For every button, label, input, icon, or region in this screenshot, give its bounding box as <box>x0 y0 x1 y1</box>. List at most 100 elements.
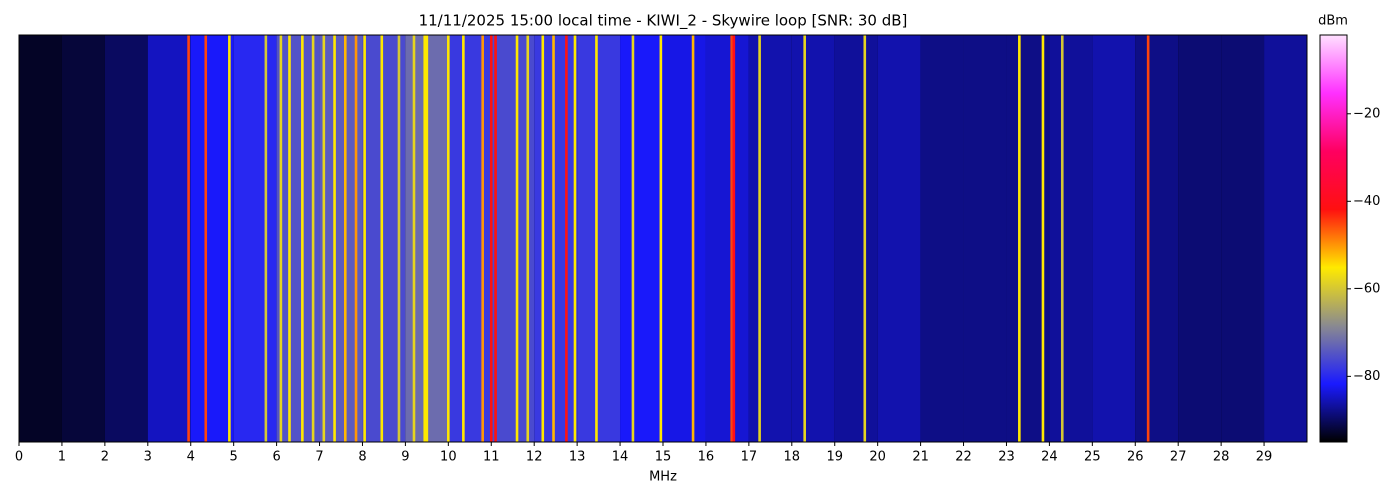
signal-trace <box>228 35 231 442</box>
chart-title: 11/11/2025 15:00 local time - KIWI_2 - S… <box>419 12 908 31</box>
signal-trace <box>301 35 304 442</box>
signal-trace <box>412 35 416 442</box>
noise-band <box>233 35 277 442</box>
colorbar <box>1319 34 1348 443</box>
x-tick-label: 16 <box>698 450 715 465</box>
signal-trace <box>573 35 577 442</box>
x-tick-label: 17 <box>741 450 758 465</box>
x-tick-label: 8 <box>358 450 366 465</box>
x-tick-label: 9 <box>401 450 409 465</box>
signal-trace <box>1060 35 1064 442</box>
signal-trace <box>481 35 484 442</box>
signal-trace <box>279 35 283 442</box>
noise-band <box>620 35 663 442</box>
x-tick-label: 11 <box>483 450 500 465</box>
signal-trace <box>494 35 497 442</box>
x-tick-label: 20 <box>869 450 886 465</box>
noise-band <box>1178 35 1222 442</box>
signal-trace <box>803 35 806 442</box>
noise-band <box>663 35 706 442</box>
x-axis-label: MHz <box>649 470 677 485</box>
colorbar-tick-label: −60 <box>1353 281 1380 296</box>
x-tick-label: 18 <box>784 450 801 465</box>
signal-trace <box>397 35 401 442</box>
signal-trace <box>863 35 867 442</box>
x-tick-label: 10 <box>440 450 457 465</box>
signal-trace <box>354 35 358 442</box>
x-tick-label: 1 <box>58 450 66 465</box>
signal-trace <box>758 35 761 442</box>
x-tick-label: 28 <box>1213 450 1230 465</box>
noise-band <box>877 35 921 442</box>
noise-band <box>705 35 749 442</box>
noise-band <box>19 35 62 442</box>
x-tick-label: 4 <box>187 450 195 465</box>
x-tick-label: 7 <box>315 450 323 465</box>
signal-trace <box>691 35 695 442</box>
x-tick-label: 5 <box>230 450 238 465</box>
noise-band <box>190 35 234 442</box>
x-tick-label: 2 <box>101 450 109 465</box>
signal-trace <box>333 35 336 442</box>
signal-trace <box>552 35 555 442</box>
noise-band <box>61 35 105 442</box>
signal-trace <box>515 35 519 442</box>
colorbar-tick-label: −20 <box>1353 106 1380 121</box>
signal-trace <box>659 35 663 442</box>
x-tick-label: 21 <box>912 450 929 465</box>
noise-band <box>534 35 578 442</box>
noise-band <box>1092 35 1136 442</box>
signal-trace <box>1018 35 1021 442</box>
signal-trace <box>732 35 736 442</box>
noise-band <box>1221 35 1265 442</box>
x-tick-label: 26 <box>1127 450 1144 465</box>
signal-trace <box>187 35 190 442</box>
noise-band <box>920 35 964 442</box>
x-tick-label: 14 <box>612 450 629 465</box>
colorbar-tick-label: −40 <box>1353 194 1380 209</box>
noise-band <box>104 35 148 442</box>
x-tick-label: 22 <box>955 450 972 465</box>
noise-band <box>1135 35 1179 442</box>
noise-band <box>147 35 191 442</box>
noise-band <box>577 35 621 442</box>
signal-trace <box>447 35 450 442</box>
x-tick-label: 3 <box>144 450 152 465</box>
colorbar-label: dBm <box>1318 14 1348 29</box>
signal-trace <box>526 35 530 442</box>
signal-trace <box>288 35 291 442</box>
signal-trace <box>204 35 208 442</box>
x-tick-label: 19 <box>826 450 843 465</box>
signal-trace <box>595 35 598 442</box>
signal-trace <box>631 35 635 442</box>
signal-trace <box>311 35 315 442</box>
signal-trace <box>1146 35 1150 442</box>
x-tick-label: 27 <box>1170 450 1187 465</box>
signal-trace <box>730 35 733 442</box>
signal-trace <box>462 35 465 442</box>
signal-trace <box>363 35 366 442</box>
signal-trace <box>541 35 545 442</box>
x-tick-label: 23 <box>998 450 1015 465</box>
signal-trace <box>423 35 427 442</box>
signal-trace <box>1041 35 1045 442</box>
x-tick-label: 24 <box>1041 450 1058 465</box>
x-tick-label: 25 <box>1084 450 1101 465</box>
x-tick-label: 12 <box>526 450 543 465</box>
signal-trace <box>264 35 268 442</box>
signal-trace <box>343 35 347 442</box>
noise-band <box>1264 35 1307 442</box>
x-tick-label: 15 <box>655 450 672 465</box>
noise-band <box>1049 35 1093 442</box>
x-tick-label: 29 <box>1256 450 1273 465</box>
signal-trace <box>489 35 493 442</box>
x-tick-label: 0 <box>15 450 23 465</box>
signal-trace <box>380 35 384 442</box>
signal-trace <box>425 35 429 442</box>
colorbar-tick-label: −80 <box>1353 369 1380 384</box>
noise-band <box>963 35 1007 442</box>
signal-trace <box>322 35 326 442</box>
noise-band <box>791 35 835 442</box>
noise-band <box>748 35 792 442</box>
